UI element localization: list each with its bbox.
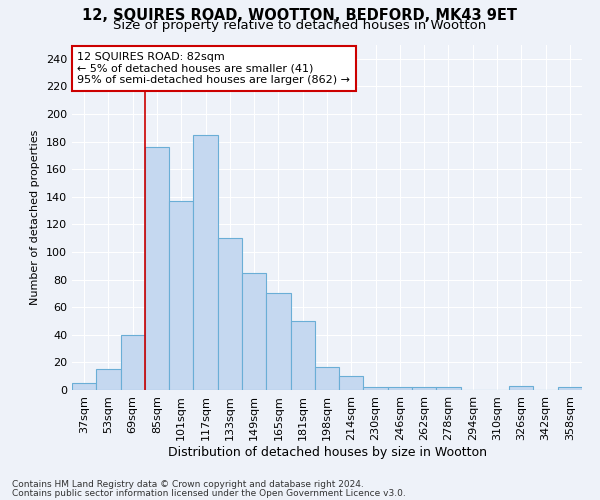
Bar — [72, 383, 96, 390]
Bar — [290, 321, 315, 390]
Bar — [266, 294, 290, 390]
Text: Contains HM Land Registry data © Crown copyright and database right 2024.: Contains HM Land Registry data © Crown c… — [12, 480, 364, 489]
Text: 12 SQUIRES ROAD: 82sqm
← 5% of detached houses are smaller (41)
95% of semi-deta: 12 SQUIRES ROAD: 82sqm ← 5% of detached … — [77, 52, 350, 85]
Text: 12, SQUIRES ROAD, WOOTTON, BEDFORD, MK43 9ET: 12, SQUIRES ROAD, WOOTTON, BEDFORD, MK43… — [83, 8, 517, 22]
Bar — [364, 387, 388, 390]
Bar — [145, 147, 169, 390]
Bar — [193, 134, 218, 390]
Y-axis label: Number of detached properties: Number of detached properties — [31, 130, 40, 305]
Bar — [315, 366, 339, 390]
Bar — [558, 387, 582, 390]
X-axis label: Distribution of detached houses by size in Wootton: Distribution of detached houses by size … — [167, 446, 487, 458]
Bar — [388, 387, 412, 390]
Text: Contains public sector information licensed under the Open Government Licence v3: Contains public sector information licen… — [12, 488, 406, 498]
Bar — [509, 386, 533, 390]
Bar — [412, 387, 436, 390]
Bar — [242, 272, 266, 390]
Bar — [169, 201, 193, 390]
Bar — [436, 387, 461, 390]
Bar — [96, 370, 121, 390]
Text: Size of property relative to detached houses in Wootton: Size of property relative to detached ho… — [113, 19, 487, 32]
Bar — [121, 335, 145, 390]
Bar — [218, 238, 242, 390]
Bar — [339, 376, 364, 390]
